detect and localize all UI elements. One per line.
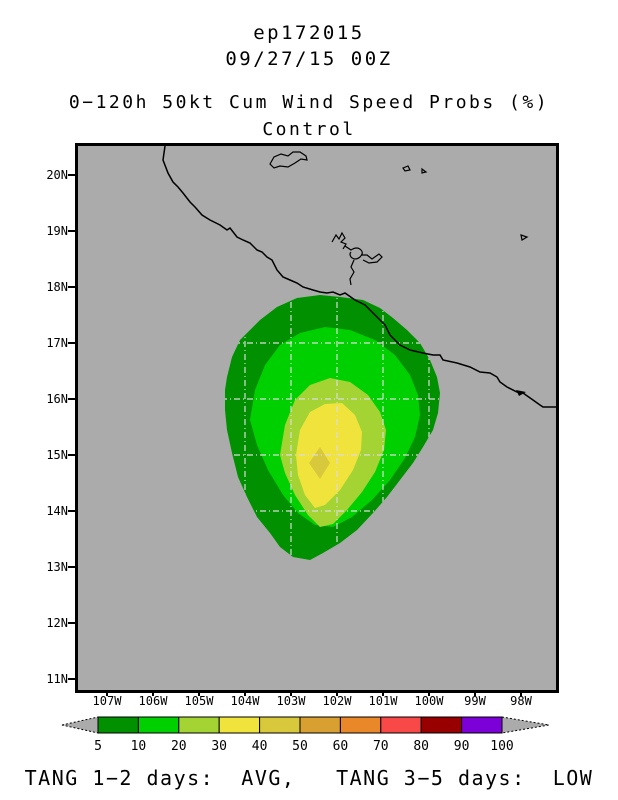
colorbar-segment-70 bbox=[380, 716, 422, 734]
lon-axis-label: 104W bbox=[230, 694, 260, 708]
lat-axis-tick bbox=[68, 342, 75, 344]
island-outline bbox=[520, 234, 529, 241]
contour-40pct bbox=[309, 447, 330, 479]
init-datetime: 09/27/15 00Z bbox=[225, 48, 393, 70]
colorbar-level-label: 10 bbox=[130, 739, 147, 754]
probability-colorbar bbox=[61, 716, 550, 734]
colorbar-segment-40 bbox=[259, 716, 301, 734]
colorbar-segment-5 bbox=[97, 716, 139, 734]
lon-axis-tick bbox=[106, 690, 108, 696]
colorbar-level-label: 50 bbox=[292, 739, 308, 754]
lat-axis-label: 13N bbox=[46, 560, 68, 574]
lat-axis-tick bbox=[68, 286, 75, 288]
lon-axis-tick bbox=[382, 690, 384, 696]
estuary-outline bbox=[331, 231, 347, 250]
colorbar-segment-80 bbox=[420, 716, 463, 734]
colorbar-segment-30 bbox=[218, 716, 261, 734]
colorbar-segment-50 bbox=[299, 716, 341, 734]
lon-axis-label: 98W bbox=[510, 694, 532, 708]
lon-axis-label: 101W bbox=[368, 694, 398, 708]
lon-axis-tick bbox=[152, 690, 154, 696]
colorbar-level-label: 60 bbox=[332, 739, 349, 754]
lat-axis-label: 17N bbox=[46, 336, 68, 350]
lat-axis-label: 19N bbox=[46, 224, 68, 238]
colorbar-segment-90 bbox=[461, 716, 503, 734]
lat-axis-tick bbox=[68, 398, 75, 400]
lat-axis-label: 12N bbox=[46, 616, 68, 630]
colorbar-level-label: 70 bbox=[372, 739, 389, 754]
mexico-coastline bbox=[162, 146, 556, 408]
lon-axis-tick bbox=[336, 690, 338, 696]
estuary-outline bbox=[361, 253, 383, 264]
estuary-outline bbox=[344, 245, 363, 260]
lat-axis-tick bbox=[68, 510, 75, 512]
lon-axis-label: 107W bbox=[92, 694, 122, 708]
coastal-headland bbox=[516, 390, 526, 396]
island-outline bbox=[402, 165, 411, 172]
colorbar-right-arrow bbox=[501, 716, 550, 734]
skill-statement: TANG 1−2 days: AVG, TANG 3−5 days: LOW bbox=[24, 766, 594, 790]
island-outline bbox=[421, 167, 428, 174]
lon-axis-label: 105W bbox=[184, 694, 214, 708]
colorbar-left-arrow bbox=[61, 716, 99, 734]
lon-axis-label: 103W bbox=[276, 694, 306, 708]
colorbar-level-label: 100 bbox=[490, 739, 514, 754]
estuary-outline bbox=[349, 259, 355, 286]
lat-axis-label: 18N bbox=[46, 280, 68, 294]
colorbar-level-label: 80 bbox=[413, 739, 430, 754]
lat-axis-tick bbox=[68, 678, 75, 680]
lat-axis-label: 11N bbox=[46, 672, 68, 686]
colorbar-level-label: 20 bbox=[170, 739, 187, 754]
lat-axis-label: 14N bbox=[46, 504, 68, 518]
lat-axis-label: 20N bbox=[46, 168, 68, 182]
lat-axis-label: 15N bbox=[46, 448, 68, 462]
lon-axis-tick bbox=[428, 690, 430, 696]
map-plot-area bbox=[75, 143, 559, 693]
lat-axis-tick bbox=[68, 454, 75, 456]
lon-axis-tick bbox=[244, 690, 246, 696]
lon-axis-label: 99W bbox=[464, 694, 486, 708]
island-outline bbox=[269, 151, 308, 169]
lon-axis-label: 106W bbox=[138, 694, 168, 708]
colorbar-level-label: 30 bbox=[211, 739, 228, 754]
lon-axis-label: 102W bbox=[322, 694, 352, 708]
colorbar-segment-60 bbox=[339, 716, 382, 734]
lon-axis-tick bbox=[290, 690, 292, 696]
lon-axis-tick bbox=[520, 690, 522, 696]
colorbar-level-label: 5 bbox=[94, 739, 102, 754]
lon-axis-tick bbox=[474, 690, 476, 696]
lat-axis-tick bbox=[68, 566, 75, 568]
colorbar-segment-10 bbox=[137, 716, 180, 734]
ensemble-member: Control bbox=[262, 119, 356, 140]
colorbar-level-label: 90 bbox=[453, 739, 470, 754]
colorbar-segment-20 bbox=[178, 716, 220, 734]
probability-map-svg bbox=[78, 146, 556, 690]
colorbar-level-label: 40 bbox=[251, 739, 268, 754]
lat-lon-gridlines bbox=[225, 295, 440, 560]
lon-axis-label: 100W bbox=[414, 694, 444, 708]
lat-axis-tick bbox=[68, 174, 75, 176]
lat-axis-label: 16N bbox=[46, 392, 68, 406]
product-title: 0−120h 50kt Cum Wind Speed Probs (%) bbox=[68, 92, 550, 113]
lat-axis-tick bbox=[68, 622, 75, 624]
lat-axis-tick bbox=[68, 230, 75, 232]
storm-id-title: ep172015 bbox=[253, 22, 365, 44]
lon-axis-tick bbox=[198, 690, 200, 696]
